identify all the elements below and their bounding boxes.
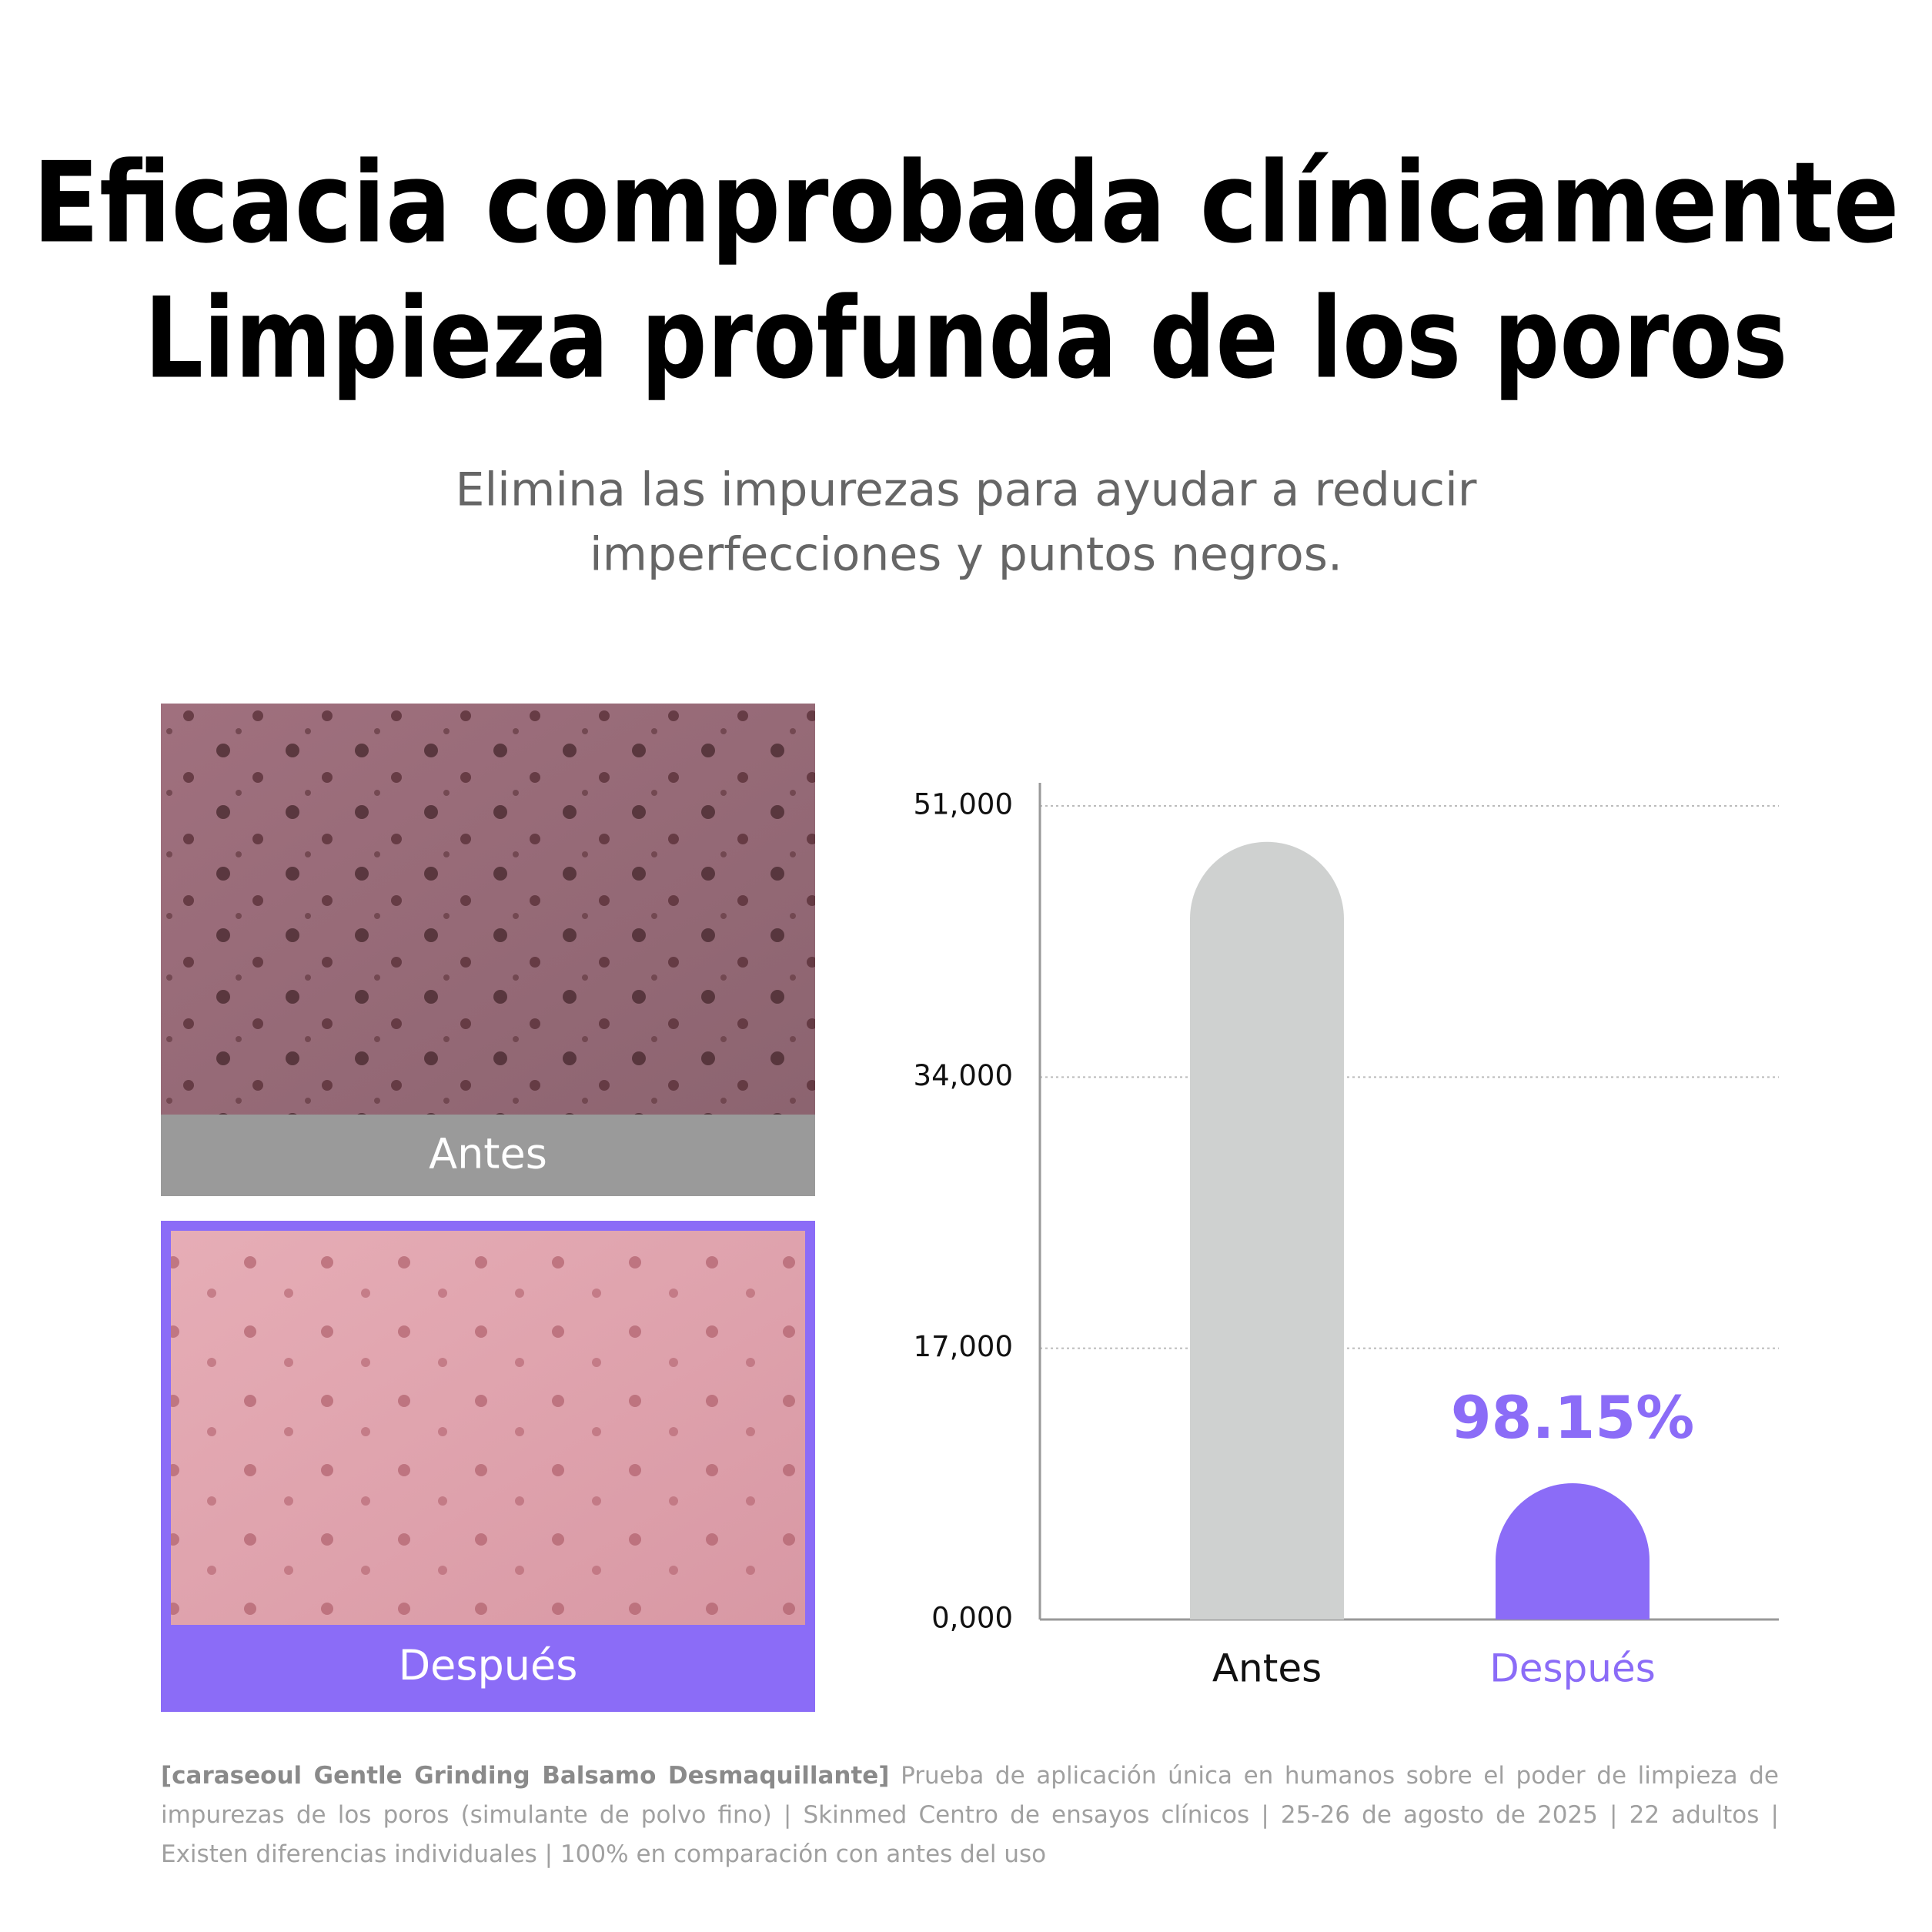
y-tick-label: 34,000 [914,1059,1013,1092]
footnote: [caraseoul Gentle Grinding Balsamo Desma… [161,1757,1779,1874]
after-photo-pores [171,1231,805,1625]
photo-label: Antes [429,1130,547,1178]
bar [1190,841,1344,1619]
subtitle-line: imperfecciones y puntos negros. [590,528,1342,582]
x-tick-label: Después [1489,1646,1656,1691]
before-photo-pores [161,704,815,1115]
subtitle-line: Elimina las impurezas para ayudar a redu… [456,463,1477,517]
footnote-source: [caraseoul Gentle Grinding Balsamo Desma… [161,1762,890,1790]
title-line: Eficacia comprobada clínicamente [33,139,1900,269]
photo-label-band [161,1115,815,1196]
y-tick-label: 51,000 [914,788,1013,821]
x-tick-label: Antes [1212,1646,1322,1691]
bar [1496,1483,1650,1619]
y-tick-label: 0,000 [931,1602,1013,1635]
title-line: Limpieza profunda de los poros [145,274,1788,404]
footnote-text: Prueba de aplicación única en humanos so… [161,1762,1779,1868]
y-tick-label: 17,000 [914,1330,1013,1363]
annotation: 98.15% [1451,1383,1695,1452]
photo-label: Después [399,1641,578,1690]
infographic: Eficacia comprobada clínicamente Limpiez… [33,139,1900,1712]
photo-label-band [161,1625,815,1709]
